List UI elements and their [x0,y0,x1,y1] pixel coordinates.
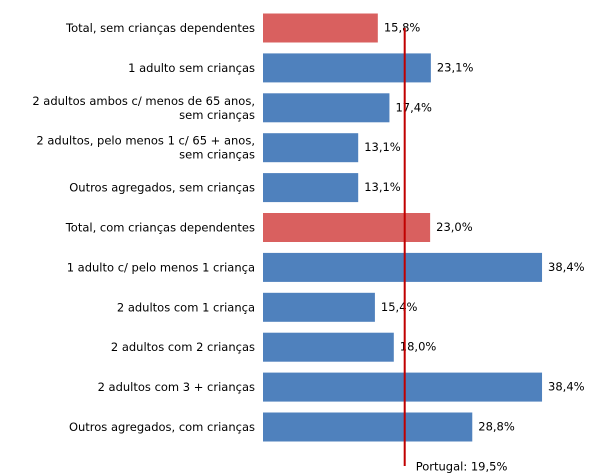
category-label: Outros agregados, com crianças [69,420,255,434]
category-label-line: 2 adultos, pelo menos 1 c/ 65 + anos, [36,133,255,147]
category-label-line: 2 adultos com 1 criança [117,300,255,314]
bar [263,133,359,163]
category-label: 1 adulto c/ pelo menos 1 criança [67,260,255,274]
value-label: 13,1% [364,180,401,194]
category-label-line: 2 adultos com 3 + crianças [98,380,255,394]
category-label-line: Outros agregados, com crianças [69,420,255,434]
bar [263,53,431,83]
category-label: 1 adulto sem crianças [128,60,255,74]
value-label: 17,4% [395,100,432,114]
bar [263,13,378,43]
category-label-line: sem crianças [179,147,255,161]
reference-label: Portugal: 19,5% [416,460,508,474]
value-label: 23,0% [436,220,473,234]
bar [263,332,394,362]
category-label-line: sem crianças [179,107,255,121]
category-label-line: 2 adultos ambos c/ menos de 65 anos, [32,93,255,107]
bar [263,252,543,282]
category-label-line: Total, sem crianças dependentes [65,21,255,35]
value-label: 15,4% [381,300,418,314]
value-label: 38,4% [548,380,585,394]
value-label: 23,1% [437,60,474,74]
bar [263,213,431,242]
category-label: 2 adultos com 3 + crianças [98,380,255,394]
bar [263,372,543,402]
value-label: 15,8% [384,21,421,35]
bar [263,412,473,442]
category-label-line: 1 adulto sem crianças [128,60,255,74]
category-label: Total, com crianças dependentes [65,220,255,234]
bar [263,292,375,322]
value-label: 28,8% [478,420,515,434]
category-label: Total, sem crianças dependentes [65,21,255,35]
category-label-line: 2 adultos com 2 crianças [111,340,255,354]
value-label: 18,0% [400,340,437,354]
value-label: 38,4% [548,260,585,274]
category-label-line: Outros agregados, sem crianças [69,180,255,194]
category-label: 2 adultos com 1 criança [117,300,255,314]
value-label: 13,1% [364,140,401,154]
category-label: Outros agregados, sem crianças [69,180,255,194]
category-label: 2 adultos ambos c/ menos de 65 anos, sem … [32,93,255,121]
category-label-line: 1 adulto c/ pelo menos 1 criança [67,260,255,274]
category-label: 2 adultos com 2 crianças [111,340,255,354]
bar [263,173,359,203]
category-label: 2 adultos, pelo menos 1 c/ 65 + anos, sem… [36,133,255,161]
category-label-line: Total, com crianças dependentes [65,220,255,234]
bar [263,93,390,123]
